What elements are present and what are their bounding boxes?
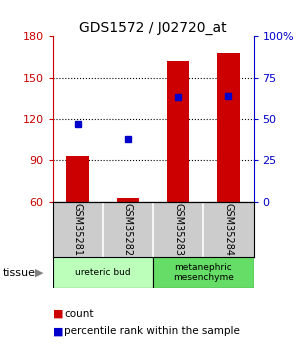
Text: ■: ■: [52, 326, 63, 336]
Text: ureteric bud: ureteric bud: [75, 268, 130, 277]
Bar: [167, 61, 189, 202]
Text: GSM35281: GSM35281: [73, 203, 82, 256]
Text: count: count: [64, 309, 94, 319]
Bar: [153, 257, 254, 288]
Text: GSM35284: GSM35284: [224, 203, 233, 256]
Text: tissue: tissue: [3, 268, 36, 277]
Bar: [217, 53, 240, 202]
Text: GSM35282: GSM35282: [123, 203, 133, 256]
Bar: [52, 257, 153, 288]
Text: ▶: ▶: [34, 268, 43, 277]
Title: GDS1572 / J02720_at: GDS1572 / J02720_at: [79, 21, 227, 35]
Text: percentile rank within the sample: percentile rank within the sample: [64, 326, 240, 336]
Text: GSM35283: GSM35283: [173, 203, 183, 256]
Bar: [117, 198, 139, 202]
Text: metanephric
mesenchyme: metanephric mesenchyme: [173, 263, 234, 282]
Bar: [66, 156, 89, 202]
Text: ■: ■: [52, 309, 63, 319]
